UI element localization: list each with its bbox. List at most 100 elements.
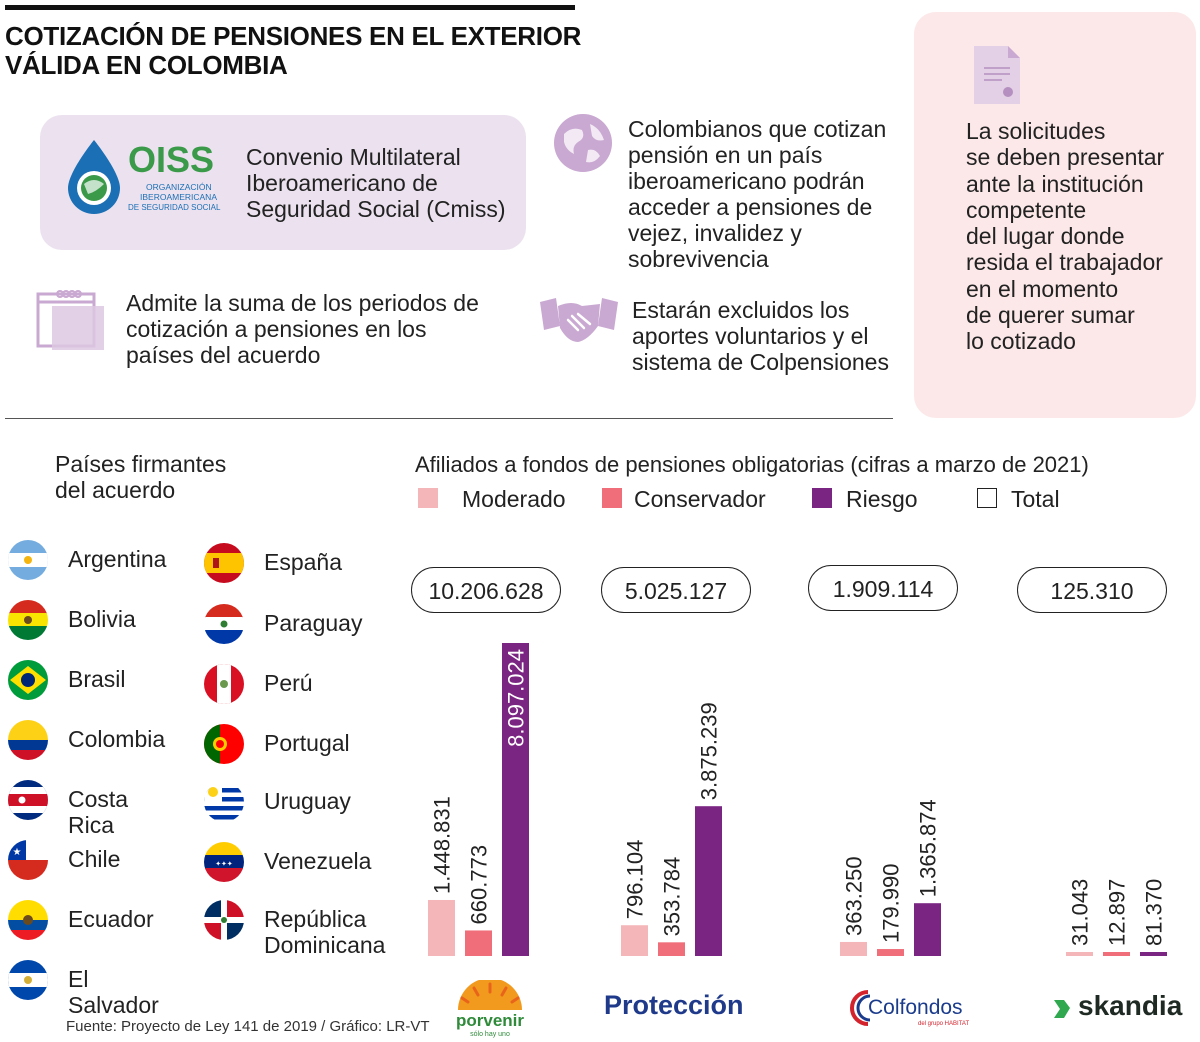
- bar-conservador-protección: [658, 942, 685, 956]
- bar-label-moderado-protección: 796.104: [623, 840, 648, 920]
- total-colfondos: 1.909.114: [808, 565, 958, 611]
- country-name: Paraguay: [264, 610, 363, 636]
- legend-label: Total: [1011, 486, 1060, 512]
- svg-text:IBEROAMERICANA: IBEROAMERICANA: [140, 192, 217, 202]
- fact-application: La solicitudes se deben presentar ante l…: [966, 118, 1165, 355]
- costa-rica-flag-icon: [8, 780, 48, 820]
- country-name: Portugal: [264, 730, 350, 756]
- country-name: Costa Rica: [68, 786, 129, 838]
- oiss-wordmark: OISS: [128, 139, 214, 180]
- country-name: Chile: [68, 846, 121, 872]
- legend-label: Conservador: [634, 486, 766, 512]
- country-name: Bolivia: [68, 606, 136, 632]
- svg-text:del grupo HABITAT: del grupo HABITAT: [918, 1021, 969, 1027]
- legend-swatch-moderado: [418, 488, 438, 508]
- country-name: Perú: [264, 670, 313, 696]
- colfondos-logo: Colfondos del grupo HABITAT: [850, 990, 969, 1027]
- bar-moderado-porvenir: [428, 899, 455, 956]
- total-skandia: 125.310: [1017, 567, 1167, 613]
- oiss-logo: OISS ORGANIZACIÓN IBEROAMERICANA DE SEGU…: [68, 139, 221, 214]
- porvenir-logo: porvenir sólo hay uno: [456, 980, 524, 1038]
- bar-moderado-colfondos: [840, 941, 867, 956]
- legend-swatch-riesgo: [812, 488, 832, 508]
- fact-exclusions: Estarán excluidos los aportes voluntario…: [632, 297, 889, 375]
- oiss-description: Convenio Multilateral Iberoamericano de …: [246, 144, 506, 222]
- chart-title: Afiliados a fondos de pensiones obligato…: [415, 452, 1089, 477]
- legend-swatch-total: [977, 488, 997, 508]
- legend-label: Moderado: [462, 486, 566, 512]
- globe-icon: [554, 114, 612, 172]
- bar-conservador-colfondos: [877, 949, 904, 956]
- el-salvador-flag-icon: [8, 960, 48, 1000]
- total-porvenir: 10.206.628: [411, 567, 561, 613]
- bar-label-moderado-colfondos: 363.250: [842, 856, 867, 936]
- espana-flag-icon: [204, 543, 244, 583]
- svg-text:★: ★: [13, 847, 22, 858]
- total-proteccion: 5.025.127: [601, 567, 751, 613]
- handshake-icon: [540, 298, 618, 342]
- calendar-icon: [36, 290, 104, 350]
- country-name: El Salvador: [68, 966, 159, 1018]
- ecuador-flag-icon: [8, 900, 48, 940]
- peru-flag-icon: [204, 664, 244, 704]
- document-icon: [974, 46, 1020, 104]
- source-note: Fuente: Proyecto de Ley 141 de 2019 / Gr…: [66, 1018, 430, 1035]
- bar-label-riesgo-porvenir: 8.097.024: [504, 649, 529, 747]
- bolivia-flag-icon: [8, 600, 48, 640]
- chile-flag-icon: ★: [8, 840, 48, 880]
- country-name: Argentina: [68, 546, 167, 572]
- country-name: República Dominicana: [264, 906, 386, 958]
- bar-label-conservador-porvenir: 660.773: [467, 845, 492, 925]
- svg-text:Colfondos: Colfondos: [868, 996, 963, 1019]
- page-title: COTIZACIÓN DE PENSIONES EN EL EXTERIOR V…: [5, 21, 582, 80]
- bar-label-conservador-colfondos: 179.990: [879, 864, 904, 944]
- venezuela-flag-icon: ✦✦✦: [204, 842, 244, 882]
- portugal-flag-icon: [204, 724, 244, 764]
- svg-text:✦✦✦: ✦✦✦: [215, 860, 233, 868]
- country-name: Colombia: [68, 726, 166, 752]
- brasil-flag-icon: [8, 660, 48, 700]
- bar-label-conservador-skandia: 12.897: [1105, 879, 1130, 946]
- bar-label-moderado-skandia: 31.043: [1068, 879, 1093, 946]
- country-name: Brasil: [68, 666, 126, 692]
- svg-text:sólo hay uno: sólo hay uno: [470, 1031, 510, 1038]
- bar-label-riesgo-skandia: 81.370: [1142, 879, 1167, 946]
- countries-title: Países firmantes del acuerdo: [55, 451, 227, 503]
- bar-conservador-skandia: [1103, 952, 1130, 956]
- bar-moderado-protección: [621, 925, 648, 956]
- bar-riesgo-skandia: [1140, 952, 1167, 956]
- bar-label-riesgo-colfondos: 1.365.874: [916, 799, 941, 897]
- svg-text:DE SEGURIDAD SOCIAL: DE SEGURIDAD SOCIAL: [128, 203, 221, 212]
- bar-label-riesgo-protección: 3.875.239: [697, 702, 722, 800]
- requirements-card: [914, 12, 1196, 418]
- fact-pension-access: Colombianos que cotizan pensión en un pa…: [628, 116, 887, 272]
- country-name: Venezuela: [264, 848, 372, 874]
- paraguay-flag-icon: [204, 604, 244, 644]
- svg-text:ORGANIZACIÓN: ORGANIZACIÓN: [146, 182, 212, 192]
- country-name: España: [264, 549, 343, 575]
- section-divider: [5, 418, 893, 419]
- legend-swatch-conservador: [602, 488, 622, 508]
- country-name: Uruguay: [264, 788, 351, 814]
- uruguay-flag-icon: [204, 782, 244, 822]
- bar-riesgo-protección: [695, 806, 722, 956]
- bar-label-conservador-protección: 353.784: [660, 857, 685, 937]
- bar-moderado-skandia: [1066, 952, 1093, 956]
- colfondos-arc-icon: [850, 990, 869, 1026]
- bar-riesgo-colfondos: [914, 903, 941, 956]
- oiss-card: [40, 115, 526, 250]
- svg-text:porvenir: porvenir: [456, 1011, 524, 1030]
- skandia-mark-icon: [1054, 1000, 1070, 1018]
- legend-label: Riesgo: [846, 486, 918, 512]
- proteccion-logo: Protección: [604, 990, 744, 1020]
- top-rule: [5, 5, 575, 10]
- republica-dominicana-flag-icon: [204, 900, 244, 940]
- fact-sum-periods: Admite la suma de los periodos de cotiza…: [126, 290, 479, 368]
- bar-riesgo-porvenir: [502, 643, 529, 956]
- country-name: Ecuador: [68, 906, 154, 932]
- bar-label-moderado-porvenir: 1.448.831: [430, 796, 455, 894]
- colombia-flag-icon: [8, 720, 48, 760]
- bar-conservador-porvenir: [465, 930, 492, 956]
- argentina-flag-icon: [8, 540, 48, 580]
